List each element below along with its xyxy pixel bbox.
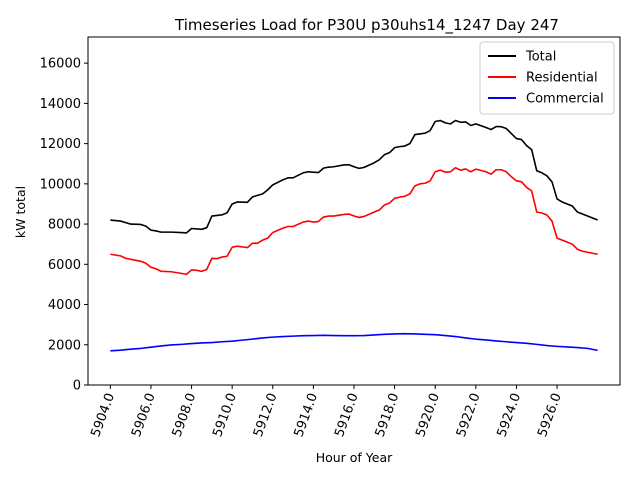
series-line-commercial [110, 332, 598, 352]
y-tick-label: 4000 [48, 298, 81, 313]
y-tick-label: 6000 [48, 258, 81, 273]
y-tick-label: 2000 [48, 338, 81, 353]
y-tick-label: 16000 [40, 57, 81, 72]
series-line-residential [110, 166, 598, 276]
legend-label-commercial: Commercial [526, 92, 604, 107]
x-axis-label: Hour of Year [316, 450, 393, 465]
y-tick-label: 12000 [40, 137, 81, 152]
legend-label-total: Total [525, 50, 556, 65]
legend: Total Residential Commercial [479, 41, 615, 115]
y-tick-label: 10000 [40, 177, 81, 192]
legend-label-residential: Residential [526, 71, 598, 86]
legend-box [479, 41, 615, 115]
y-axis-label: kW total [13, 186, 28, 238]
chart-title: Timeseries Load for P30U p30uhs14_1247 D… [174, 16, 559, 35]
y-tick-label: 14000 [40, 97, 81, 112]
y-tick-label: 8000 [48, 218, 81, 233]
series-line-total [110, 119, 598, 234]
y-tick-label: 0 [73, 379, 81, 394]
